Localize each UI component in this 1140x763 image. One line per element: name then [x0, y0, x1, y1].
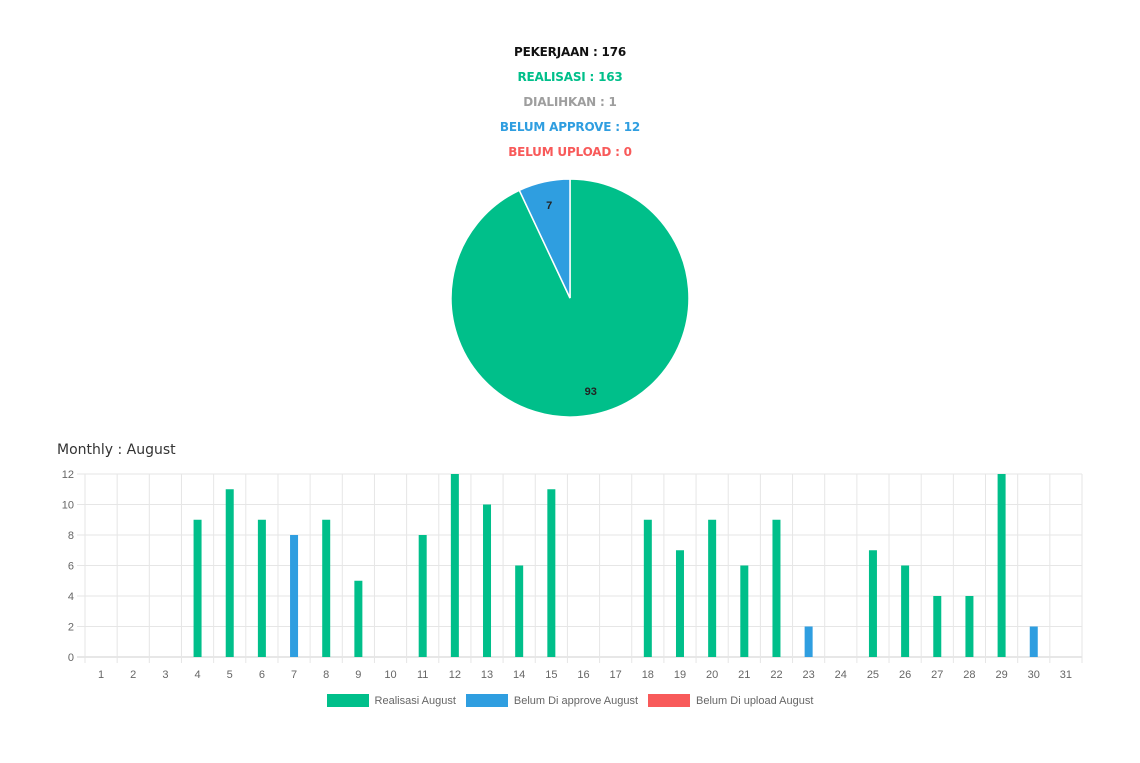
y-tick-label: 2	[68, 622, 74, 634]
legend-label: Belum Di upload August	[696, 694, 814, 707]
x-tick-label: 14	[513, 669, 525, 681]
x-tick-label: 28	[963, 669, 975, 681]
x-tick-label: 27	[931, 669, 943, 681]
bar[interactable]	[901, 565, 910, 658]
bar[interactable]	[675, 550, 684, 657]
summary-belum-upload: BELUM UPLOAD : 0	[508, 145, 632, 159]
bar[interactable]	[933, 596, 942, 657]
legend-item[interactable]: Realisasi August	[326, 694, 456, 707]
x-tick-label: 9	[355, 669, 361, 681]
x-tick-label: 12	[449, 669, 461, 681]
x-tick-label: 31	[1060, 669, 1072, 681]
bar[interactable]	[997, 474, 1006, 657]
bar[interactable]	[804, 626, 813, 658]
bar[interactable]	[450, 474, 459, 657]
x-tick-label: 11	[417, 669, 428, 681]
x-tick-label: 5	[227, 669, 233, 681]
x-tick-label: 24	[835, 669, 847, 681]
bar[interactable]	[643, 519, 652, 657]
legend-swatch	[648, 694, 691, 707]
bar[interactable]	[322, 519, 331, 657]
summary-belum-approve: BELUM APPROVE : 12	[499, 120, 641, 134]
legend-label: Belum Di approve August	[513, 694, 639, 707]
legend-label: Realisasi August	[374, 694, 456, 707]
x-tick-label: 8	[323, 669, 329, 681]
monthly-title: Monthly : August	[57, 442, 176, 458]
bar[interactable]	[547, 489, 556, 657]
bar[interactable]	[290, 535, 299, 657]
x-tick-label: 19	[674, 669, 686, 681]
pie-slice[interactable]	[518, 178, 571, 299]
bar[interactable]	[354, 580, 363, 657]
summary-realisasi: REALISASI : 163	[517, 70, 623, 84]
bar[interactable]	[483, 504, 492, 658]
legend-swatch	[465, 694, 508, 707]
summary-dialihkan: DIALIHKAN : 1	[523, 95, 617, 109]
x-tick-label: 29	[995, 669, 1007, 681]
x-tick-label: 23	[803, 669, 815, 681]
x-tick-label: 1	[98, 669, 104, 681]
pie-slice-label: 93	[585, 386, 597, 398]
y-tick-label: 10	[62, 500, 74, 512]
bar[interactable]	[868, 550, 877, 657]
bar[interactable]	[740, 565, 749, 658]
bar[interactable]	[193, 519, 202, 657]
x-tick-label: 20	[706, 669, 718, 681]
bar[interactable]	[418, 535, 427, 657]
x-tick-label: 21	[738, 669, 750, 681]
bar[interactable]	[257, 519, 266, 657]
y-tick-label: 12	[62, 469, 74, 481]
chart-legend: Realisasi August Belum Di approve August B…	[0, 694, 1140, 707]
bar[interactable]	[708, 519, 717, 657]
y-tick-label: 6	[68, 561, 74, 573]
bar[interactable]	[965, 596, 974, 657]
pie-chart: 93 7	[450, 178, 690, 418]
x-tick-label: 13	[481, 669, 493, 681]
x-tick-label: 2	[130, 669, 136, 681]
x-tick-label: 30	[1028, 669, 1040, 681]
summary-pekerjaan: PEKERJAAN : 176	[513, 45, 626, 59]
legend-swatch	[326, 694, 369, 707]
x-tick-label: 6	[259, 669, 265, 681]
bar[interactable]	[772, 519, 781, 657]
bar[interactable]	[225, 489, 234, 657]
x-tick-label: 26	[899, 669, 911, 681]
x-tick-label: 4	[195, 669, 201, 681]
x-tick-label: 15	[545, 669, 557, 681]
pie-slice-label: 7	[546, 200, 552, 212]
x-tick-label: 17	[610, 669, 622, 681]
bar[interactable]	[515, 565, 524, 658]
y-tick-label: 8	[68, 530, 74, 542]
x-tick-label: 16	[577, 669, 589, 681]
x-tick-label: 10	[384, 669, 396, 681]
x-tick-label: 25	[867, 669, 879, 681]
x-tick-label: 7	[291, 669, 297, 681]
y-tick-label: 4	[68, 591, 74, 603]
x-tick-label: 18	[642, 669, 654, 681]
x-tick-label: 3	[162, 669, 168, 681]
x-tick-label: 22	[770, 669, 782, 681]
y-tick-label: 0	[68, 652, 74, 664]
legend-item[interactable]: Belum Di upload August	[648, 694, 813, 707]
bar[interactable]	[1029, 626, 1038, 658]
legend-item[interactable]: Belum Di approve August	[465, 694, 639, 707]
